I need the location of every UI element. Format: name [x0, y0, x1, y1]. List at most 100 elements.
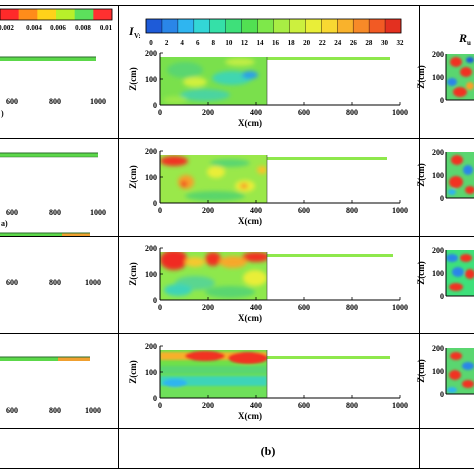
middle-y-tick-label: 200 — [145, 49, 157, 58]
colorbar-middle-tick: 16 — [272, 39, 280, 47]
heatmap-panel-1 — [160, 57, 390, 105]
middle-y-tick-label: 200 — [145, 147, 157, 156]
left-panel-1-xtick-2: 1000 — [90, 97, 106, 106]
right-panel-1 — [446, 54, 474, 100]
middle-x-tick-label: 0 — [158, 303, 162, 312]
left-panel-1: 600 800 1000 ) — [0, 56, 106, 118]
colorbar-middle-tick: 8 — [212, 39, 216, 47]
left-panel-3-xtick-2: 1000 — [85, 278, 101, 287]
left-panel-3: 600 800 1000 — [0, 232, 101, 287]
colorbar-middle-symbol: I — [128, 24, 135, 38]
colorbar-middle-tick: 24 — [334, 39, 342, 47]
right-y-tick-label: 200 — [432, 50, 444, 59]
colorbar-middle-tick: 12 — [241, 39, 249, 47]
colorbar-middle-tick: 4 — [180, 39, 184, 47]
colorbar-left-swatch — [37, 9, 57, 20]
heatmap-panel-4 — [160, 350, 390, 398]
right-panel-4 — [446, 348, 474, 394]
colorbar-left-tick: 0.008 — [75, 24, 91, 32]
colorbar-middle-swatch — [305, 19, 322, 33]
right-y-tick-label: 100 — [432, 171, 444, 180]
colorbar-middle-swatch — [257, 19, 274, 33]
colorbar-middle-tick: 10 — [225, 39, 233, 47]
left-panel-1-xtick-0: 600 — [6, 97, 18, 106]
right-y-tick-label: 100 — [432, 73, 444, 82]
middle-y-tick-label: 0 — [153, 199, 157, 208]
left-panel-4: 600 800 1000 — [0, 356, 101, 415]
middle-x-axis-label: X(cm) — [238, 216, 262, 226]
middle-y-axis-label: Z(cm) — [128, 67, 138, 91]
right-y-axis-label: Z(cm) — [416, 261, 426, 285]
colorbar-middle-tick: 22 — [319, 39, 327, 47]
right-y-axis-label: Z(cm) — [416, 163, 426, 187]
right-y-axis-label: Z(cm) — [416, 359, 426, 383]
table-grid — [0, 5, 474, 469]
middle-x-tick-label: 1000 — [392, 206, 408, 215]
middle-x-tick-label: 400 — [250, 303, 262, 312]
right-y-tick-label: 200 — [432, 148, 444, 157]
middle-x-tick-label: 400 — [250, 401, 262, 410]
right-panel-2 — [446, 152, 474, 198]
colorbar-left-swatch — [0, 9, 19, 20]
subfigure-caption-b: (b) — [261, 444, 276, 458]
right-axes: 0 100 200 Z(cm) 0 100 200 Z(cm) 0 100 200 Z(cm) 0 100… — [416, 50, 474, 399]
right-y-tick-label: 200 — [432, 344, 444, 353]
middle-x-tick-label: 600 — [298, 303, 310, 312]
colorbar-middle-tick: 0 — [149, 39, 153, 47]
colorbar-left-tick: 0.01 — [100, 24, 113, 32]
left-panel-3-xtick-0: 600 — [6, 278, 18, 287]
middle-y-tick-label: 200 — [145, 342, 157, 351]
middle-x-tick-label: 1000 — [392, 303, 408, 312]
middle-y-tick-label: 0 — [153, 394, 157, 403]
middle-x-tick-label: 1000 — [392, 401, 408, 410]
middle-x-tick-label: 200 — [202, 108, 214, 117]
left-panel-1-row-label: ) — [1, 109, 4, 118]
middle-x-tick-label: 600 — [298, 206, 310, 215]
colorbar-middle-frame — [145, 18, 402, 34]
middle-x-tick-label: 800 — [346, 206, 358, 215]
colorbar-middle-tick: 6 — [196, 39, 200, 47]
heatmap-panel-2 — [160, 155, 387, 203]
right-y-tick-label: 0 — [440, 292, 444, 301]
heatmap-panel-3 — [160, 252, 393, 300]
middle-x-axis-label: X(cm) — [238, 411, 262, 421]
middle-y-axis-label: Z(cm) — [128, 262, 138, 286]
colorbar-left-tick: 0.006 — [50, 24, 66, 32]
colorbar-right: R u — [458, 31, 471, 47]
right-y-tick-label: 0 — [440, 96, 444, 105]
colorbar-middle-swatch — [385, 19, 402, 33]
colorbar-left-frame — [0, 8, 113, 21]
colorbar-middle-swatch — [369, 19, 386, 33]
right-y-axis-label: Z(cm) — [416, 65, 426, 89]
colorbar-middle-swatch — [161, 19, 179, 33]
colorbar-middle-tick: 28 — [365, 39, 373, 47]
colorbar-middle-swatch — [146, 19, 163, 33]
colorbar-middle-swatch — [225, 19, 242, 33]
middle-y-axis-label: Z(cm) — [128, 360, 138, 384]
left-panel-2: 600 800 1000 a) — [0, 152, 106, 228]
colorbar-middle-tick: 2 — [165, 39, 169, 47]
left-panel-2-xtick-1: 800 — [49, 208, 61, 217]
left-panel-1-xtick-1: 800 — [49, 97, 61, 106]
right-y-tick-label: 0 — [440, 390, 444, 399]
colorbar-middle-tick: 30 — [381, 39, 389, 47]
colorbar-middle-swatch — [193, 19, 211, 33]
middle-x-axis-label: X(cm) — [238, 118, 262, 128]
colorbar-left-tick: 0.002 — [0, 24, 14, 32]
middle-x-tick-label: 200 — [202, 206, 214, 215]
left-panel-2-xtick-2: 1000 — [90, 208, 106, 217]
middle-y-tick-label: 100 — [145, 173, 157, 182]
colorbar-middle-swatch — [321, 19, 338, 33]
middle-x-tick-label: 0 — [158, 401, 162, 410]
middle-y-tick-label: 0 — [153, 296, 157, 305]
left-panel-4-xtick-2: 1000 — [85, 406, 101, 415]
colorbar-middle-swatch — [273, 19, 290, 33]
middle-y-tick-label: 100 — [145, 270, 157, 279]
middle-x-tick-label: 1000 — [392, 108, 408, 117]
colorbar-middle-swatch — [241, 19, 258, 33]
right-y-tick-label: 100 — [432, 269, 444, 278]
middle-x-tick-label: 400 — [250, 108, 262, 117]
middle-x-tick-label: 200 — [202, 401, 214, 410]
middle-x-tick-label: 0 — [158, 206, 162, 215]
